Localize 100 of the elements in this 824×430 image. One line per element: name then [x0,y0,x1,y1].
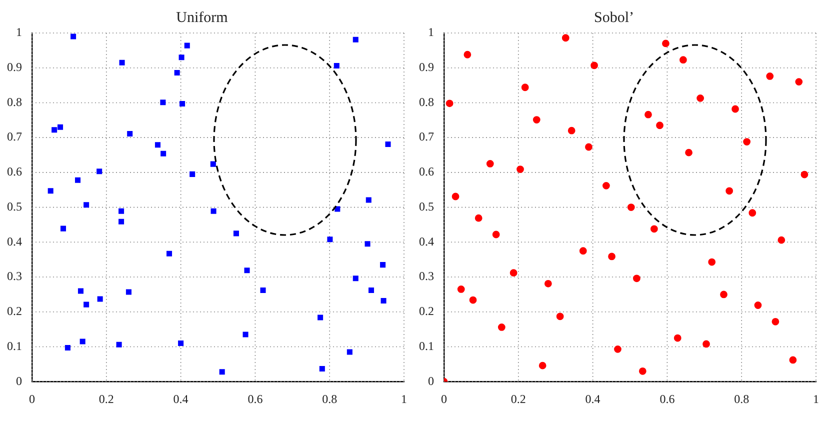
point [638,367,646,375]
point [48,188,54,194]
y-tick-label: 0.9 [419,60,434,74]
point [650,225,658,233]
y-tick-label: 0.6 [7,164,22,179]
x-tick-label: 0.4 [173,392,188,406]
point [364,241,370,247]
point [614,345,622,353]
point [366,197,372,203]
point [521,84,529,92]
point [84,202,90,208]
point [64,345,70,351]
x-tick-label: 1 [401,392,407,406]
point [126,289,132,295]
point [464,50,472,58]
point [327,236,333,242]
point [778,236,786,244]
point [602,182,610,190]
y-tick-label: 0.7 [419,130,434,144]
y-tick-label: 1 [16,25,22,40]
point [210,208,216,214]
point [52,127,58,133]
point [685,148,692,156]
y-tick-label: 0 [428,374,434,388]
y-tick-label: 1 [428,25,434,40]
point [457,286,465,293]
point [732,105,739,113]
point [160,150,166,156]
point [662,40,670,48]
point [516,166,524,174]
y-tick-label: 0.4 [419,234,434,248]
y-tick-label: 0.5 [7,199,22,214]
point [180,101,186,107]
point [608,252,616,260]
y-tick-label: 0.4 [7,234,22,248]
point [334,63,340,69]
x-tick-label: 0.2 [98,392,114,406]
y-tick-label: 0.5 [419,199,434,214]
x-tick-label: 0.8 [322,392,338,406]
point [800,170,808,178]
point [84,302,90,308]
point [368,288,374,294]
y-tick-label: 0.3 [419,269,434,284]
point [178,54,184,60]
point [219,369,225,375]
y-tick-label: 0.2 [7,304,22,318]
point [242,332,248,338]
x-tick-label: 0.6 [660,392,675,406]
point [585,143,592,151]
point [446,100,454,108]
point [743,138,751,146]
point [385,141,391,147]
point [70,34,76,40]
point [674,334,682,342]
point [190,171,196,177]
point [766,72,774,80]
point [474,214,482,222]
point [352,36,358,42]
point [160,100,166,106]
point [166,250,172,256]
x-tick-label: 0.4 [585,392,600,406]
point [118,218,124,224]
point [789,356,797,364]
point [486,160,494,168]
point [233,230,239,236]
point [538,362,546,370]
chart-title: Uniform [176,10,228,26]
point [754,302,762,309]
point [644,110,652,118]
x-tick-label: 1 [813,392,819,406]
y-tick-label: 0.1 [419,338,434,353]
point [96,168,102,174]
y-tick-label: 0.9 [7,60,22,74]
point [795,78,803,86]
y-tick-label: 0.3 [7,269,22,284]
point [498,324,506,331]
point [452,192,460,200]
point [260,288,266,294]
point [492,230,500,238]
point [178,340,184,346]
x-tick-label: 0.8 [734,392,750,406]
point [380,298,386,304]
point [78,288,84,294]
x-tick-label: 0 [441,392,447,406]
point [74,177,81,183]
point [380,262,386,268]
point [544,280,552,288]
point [579,247,587,255]
x-tick-label: 0.6 [248,392,263,406]
point [58,124,64,130]
y-tick-label: 0.1 [7,338,22,353]
point [318,314,324,320]
point [772,318,780,326]
x-tick-label: 0.2 [510,392,526,406]
point [184,42,190,48]
point [726,187,734,195]
point [708,258,716,266]
point [556,312,564,320]
point [174,70,180,76]
point [210,161,216,167]
